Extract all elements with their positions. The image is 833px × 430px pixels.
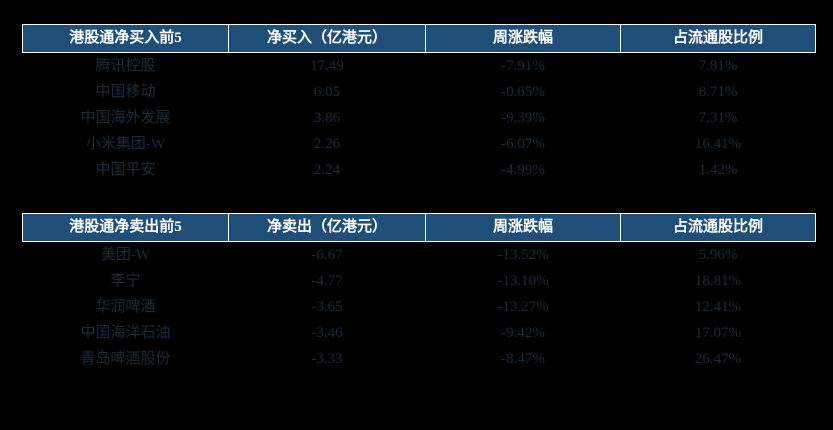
table-row: 腾讯控股 17.49 -7.91% 7.81% — [22, 52, 816, 79]
cell-weekly-change: -13.52% — [425, 241, 621, 268]
table-row: 中国平安 2.24 -4.99% 1.42% — [22, 157, 816, 183]
cell-net-amount: -3.65 — [228, 294, 426, 320]
header-cell-net-amount: 净卖出（亿港元） — [228, 213, 426, 242]
header-cell-float-ratio: 占流通股比例 — [620, 213, 816, 242]
cell-weekly-change: -9.39% — [425, 105, 621, 131]
table-row: 小米集团-W 2.26 -6.07% 16.41% — [22, 131, 816, 157]
cell-weekly-change: -7.91% — [425, 52, 621, 79]
cell-weekly-change: -4.99% — [425, 157, 621, 183]
cell-net-amount: 3.86 — [228, 105, 426, 131]
table-header-row: 港股通净买入前5 净买入（亿港元） 周涨跌幅 占流通股比例 — [22, 24, 816, 53]
cell-stock-name: 中国平安 — [22, 157, 229, 183]
cell-stock-name: 美团-W — [22, 241, 229, 268]
cell-float-ratio: 7.31% — [620, 105, 816, 131]
table-row: 美团-W -6.67 -13.52% 5.96% — [22, 241, 816, 268]
cell-net-amount: -4.77 — [228, 268, 426, 294]
cell-weekly-change: -9.42% — [425, 320, 621, 346]
cell-weekly-change: -6.07% — [425, 131, 621, 157]
cell-float-ratio: 8.71% — [620, 79, 816, 105]
cell-float-ratio: 7.81% — [620, 52, 816, 79]
net-buy-table-header: 港股通净买入前5 净买入（亿港元） 周涨跌幅 占流通股比例 — [22, 24, 816, 53]
cell-stock-name: 腾讯控股 — [22, 52, 229, 79]
cell-stock-name: 中国移动 — [22, 79, 229, 105]
cell-float-ratio: 1.42% — [620, 157, 816, 183]
table-row: 华润啤酒 -3.65 -13.27% 12.41% — [22, 294, 816, 320]
table-row: 中国移动 6.05 -0.65% 8.71% — [22, 79, 816, 105]
header-cell-net-amount: 净买入（亿港元） — [228, 24, 426, 53]
cell-net-amount: 17.49 — [228, 52, 426, 79]
net-buy-table: 港股通净买入前5 净买入（亿港元） 周涨跌幅 占流通股比例 腾讯控股 17.49… — [22, 24, 816, 183]
net-sell-table-body: 美团-W -6.67 -13.52% 5.96% 李宁 -4.77 -13.10… — [22, 241, 816, 372]
cell-weekly-change: -8.47% — [425, 346, 621, 372]
cell-float-ratio: 12.41% — [620, 294, 816, 320]
cell-weekly-change: -13.10% — [425, 268, 621, 294]
table-row: 青岛啤酒股份 -3.33 -8.47% 26.47% — [22, 346, 816, 372]
cell-stock-name: 中国海洋石油 — [22, 320, 229, 346]
header-cell-name: 港股通净卖出前5 — [22, 213, 229, 242]
cell-float-ratio: 26.47% — [620, 346, 816, 372]
cell-weekly-change: -13.27% — [425, 294, 621, 320]
cell-net-amount: 6.05 — [228, 79, 426, 105]
cell-weekly-change: -0.65% — [425, 79, 621, 105]
cell-stock-name: 中国海外发展 — [22, 105, 229, 131]
cell-stock-name: 青岛啤酒股份 — [22, 346, 229, 372]
cell-float-ratio: 5.96% — [620, 241, 816, 268]
table-row: 李宁 -4.77 -13.10% 18.81% — [22, 268, 816, 294]
net-sell-table-block: 港股通净卖出前5 净卖出（亿港元） 周涨跌幅 占流通股比例 美团-W -6.67… — [22, 213, 816, 372]
header-cell-weekly-change: 周涨跌幅 — [425, 213, 621, 242]
cell-net-amount: -3.33 — [228, 346, 426, 372]
table-row: 中国海洋石油 -3.46 -9.42% 17.07% — [22, 320, 816, 346]
cell-stock-name: 李宁 — [22, 268, 229, 294]
cell-float-ratio: 16.41% — [620, 131, 816, 157]
cell-stock-name: 小米集团-W — [22, 131, 229, 157]
header-cell-name: 港股通净买入前5 — [22, 24, 229, 53]
net-sell-table-header: 港股通净卖出前5 净卖出（亿港元） 周涨跌幅 占流通股比例 — [22, 213, 816, 242]
table-header-row: 港股通净卖出前5 净卖出（亿港元） 周涨跌幅 占流通股比例 — [22, 213, 816, 242]
cell-net-amount: 2.24 — [228, 157, 426, 183]
cell-float-ratio: 17.07% — [620, 320, 816, 346]
net-buy-table-body: 腾讯控股 17.49 -7.91% 7.81% 中国移动 6.05 -0.65%… — [22, 52, 816, 183]
cell-float-ratio: 18.81% — [620, 268, 816, 294]
cell-stock-name: 华润啤酒 — [22, 294, 229, 320]
net-buy-table-block: 港股通净买入前5 净买入（亿港元） 周涨跌幅 占流通股比例 腾讯控股 17.49… — [22, 24, 816, 183]
header-cell-float-ratio: 占流通股比例 — [620, 24, 816, 53]
table-row: 中国海外发展 3.86 -9.39% 7.31% — [22, 105, 816, 131]
cell-net-amount: -3.46 — [228, 320, 426, 346]
cell-net-amount: 2.26 — [228, 131, 426, 157]
header-cell-weekly-change: 周涨跌幅 — [425, 24, 621, 53]
net-sell-table: 港股通净卖出前5 净卖出（亿港元） 周涨跌幅 占流通股比例 美团-W -6.67… — [22, 213, 816, 372]
cell-net-amount: -6.67 — [228, 241, 426, 268]
